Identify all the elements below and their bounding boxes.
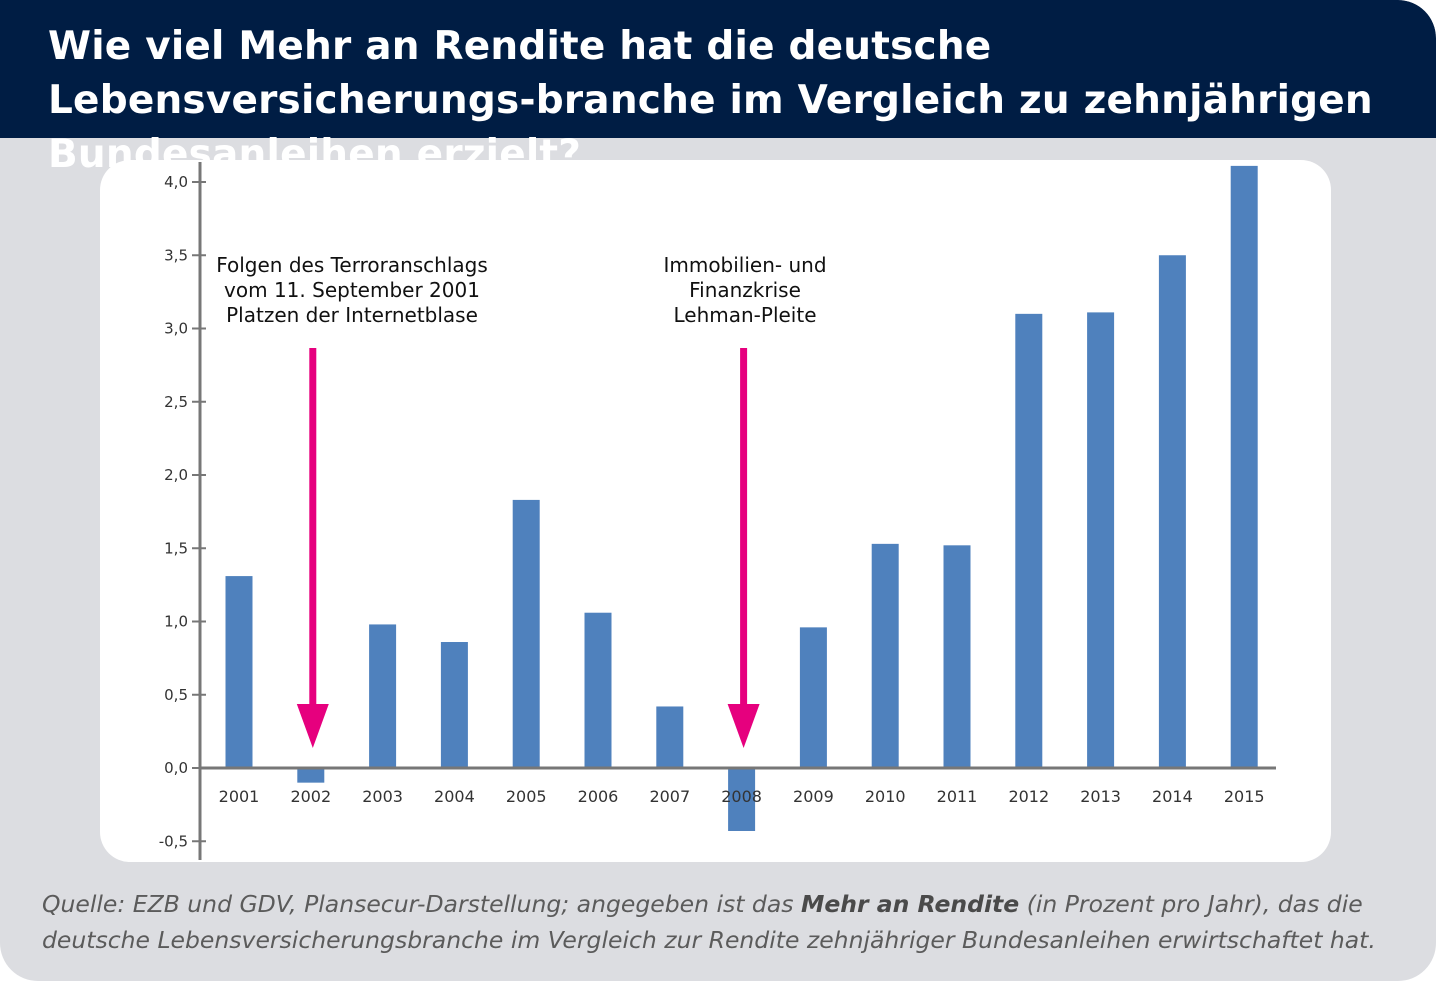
annotation-text: Immobilien- und [663,253,826,277]
bar-2009 [799,627,827,768]
annotation-text: vom 11. September 2001 [224,278,480,302]
annotation-text: Lehman-Pleite [673,303,816,327]
bar-2011 [943,545,971,768]
x-tick-label: 2009 [793,787,834,806]
y-tick-label: 1,0 [164,613,188,631]
source-emphasis: Mehr an Rendite [800,890,1020,918]
bar-2008 [728,768,756,831]
y-tick-label: -0,5 [159,832,188,850]
x-tick-label: 2010 [865,787,906,806]
x-tick-label: 2014 [1152,787,1193,806]
source-note: Quelle: EZB und GDV, Plansecur-Darstellu… [42,886,1412,958]
bar-2001 [225,576,253,768]
bar-2007 [656,706,684,768]
source-prefix: Quelle: EZB und GDV, Plansecur-Darstellu… [42,890,801,918]
y-tick-label: 3,0 [164,320,188,338]
bar-2010 [871,543,899,768]
x-tick-label: 2006 [578,787,619,806]
x-tick-label: 2007 [649,787,690,806]
y-tick-label: 0,0 [164,759,188,777]
chart-panel [100,160,1331,862]
x-tick-label: 2012 [1008,787,1049,806]
bar-2014 [1158,255,1186,768]
bar-2015 [1230,165,1258,768]
x-tick-label: 2002 [290,787,331,806]
x-tick-label: 2008 [721,787,762,806]
y-tick-label: 2,5 [164,393,188,411]
bar-2004 [440,642,468,768]
bar-2013 [1087,312,1115,768]
y-tick-label: 2,0 [164,466,188,484]
x-tick-label: 2001 [219,787,260,806]
source-suffix: (in Prozent pro Jahr), das die deutsche … [42,890,1376,954]
annotation-text: Finanzkrise [689,278,801,302]
x-tick-label: 2003 [362,787,403,806]
bar-2006 [584,612,612,768]
bar-2003 [369,624,397,768]
y-tick-label: 4,0 [164,173,188,191]
header-bar: Wie viel Mehr an Rendite hat die deutsch… [0,0,1436,177]
bar-2005 [512,499,540,768]
annotation-text: Folgen des Terroranschlags [216,253,488,277]
x-tick-label: 2005 [506,787,547,806]
x-tick-label: 2011 [937,787,978,806]
bar-2002 [297,768,325,783]
x-tick-label: 2015 [1224,787,1265,806]
annotation-arrow-head [727,704,760,748]
x-tick-label: 2013 [1080,787,1121,806]
y-tick-label: 0,5 [164,686,188,704]
bar-2012 [1015,313,1043,768]
annotation-text: Platzen der Internetblase [226,303,478,327]
y-tick-label: 3,5 [164,246,188,264]
annotation-arrow-head [296,704,329,748]
page-title: Wie viel Mehr an Rendite hat die deutsch… [48,24,1373,177]
y-tick-label: 1,5 [164,539,188,557]
x-tick-label: 2004 [434,787,475,806]
